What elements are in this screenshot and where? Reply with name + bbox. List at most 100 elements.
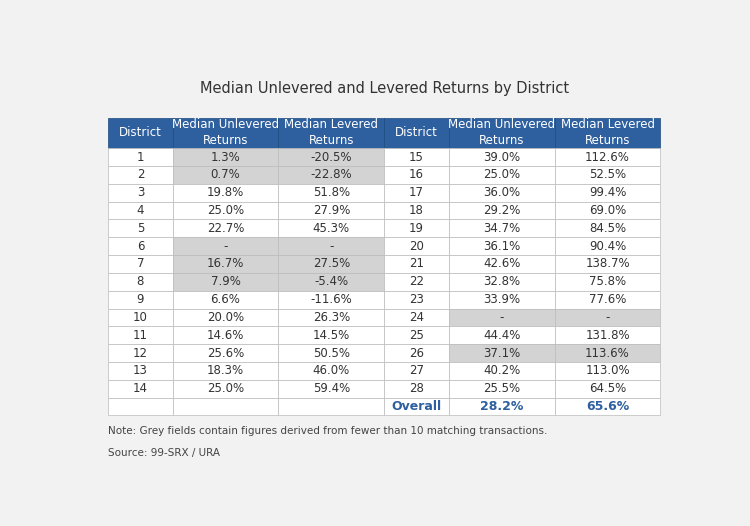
Bar — [384, 309, 448, 326]
Text: 18: 18 — [409, 204, 424, 217]
Text: 99.4%: 99.4% — [589, 186, 626, 199]
Text: 0.7%: 0.7% — [211, 168, 241, 181]
Text: -: - — [224, 240, 228, 252]
Bar — [448, 291, 554, 309]
Text: Median Unlevered
Returns: Median Unlevered Returns — [448, 118, 555, 147]
Bar — [554, 273, 661, 291]
Bar — [278, 219, 384, 237]
Text: 65.6%: 65.6% — [586, 400, 629, 413]
Bar — [172, 344, 278, 362]
Bar — [172, 184, 278, 201]
Bar — [108, 398, 172, 416]
Text: -22.8%: -22.8% — [310, 168, 352, 181]
Text: -: - — [500, 311, 504, 324]
Text: 14.5%: 14.5% — [313, 329, 350, 342]
Bar — [554, 118, 661, 148]
Text: 37.1%: 37.1% — [483, 347, 520, 360]
Bar — [172, 309, 278, 326]
Bar — [384, 273, 448, 291]
Text: Note: Grey fields contain figures derived from fewer than 10 matching transactio: Note: Grey fields contain figures derive… — [108, 426, 548, 436]
Text: 28.2%: 28.2% — [480, 400, 524, 413]
Text: Median Levered
Returns: Median Levered Returns — [560, 118, 655, 147]
Bar — [384, 118, 448, 148]
Bar — [278, 201, 384, 219]
Text: 17: 17 — [409, 186, 424, 199]
Bar — [448, 118, 554, 148]
Text: -20.5%: -20.5% — [310, 150, 352, 164]
Bar — [172, 291, 278, 309]
Bar — [108, 362, 172, 380]
Text: 25.0%: 25.0% — [207, 382, 244, 395]
Text: 64.5%: 64.5% — [589, 382, 626, 395]
Bar — [448, 184, 554, 201]
Bar — [172, 255, 278, 273]
Bar — [172, 166, 278, 184]
Bar — [108, 148, 172, 166]
Bar — [554, 184, 661, 201]
Text: 25.6%: 25.6% — [207, 347, 245, 360]
Text: 16.7%: 16.7% — [207, 257, 245, 270]
Bar — [172, 148, 278, 166]
Bar — [448, 148, 554, 166]
Bar — [278, 344, 384, 362]
Bar — [108, 380, 172, 398]
Text: 19.8%: 19.8% — [207, 186, 245, 199]
Bar — [384, 201, 448, 219]
Bar — [448, 255, 554, 273]
Bar — [554, 166, 661, 184]
Text: 44.4%: 44.4% — [483, 329, 520, 342]
Text: 25.5%: 25.5% — [483, 382, 520, 395]
Text: -: - — [329, 240, 334, 252]
Text: 27.9%: 27.9% — [313, 204, 350, 217]
Text: 27: 27 — [409, 365, 424, 378]
Text: 8: 8 — [136, 275, 144, 288]
Bar — [554, 326, 661, 344]
Bar — [278, 255, 384, 273]
Text: Source: 99-SRX / URA: Source: 99-SRX / URA — [108, 448, 220, 458]
Text: 39.0%: 39.0% — [483, 150, 520, 164]
Bar — [108, 326, 172, 344]
Bar — [384, 255, 448, 273]
Text: 11: 11 — [133, 329, 148, 342]
Bar — [278, 309, 384, 326]
Text: 18.3%: 18.3% — [207, 365, 244, 378]
Text: 32.8%: 32.8% — [483, 275, 520, 288]
Text: 6: 6 — [136, 240, 144, 252]
Bar — [384, 398, 448, 416]
Bar — [554, 362, 661, 380]
Bar — [384, 344, 448, 362]
Text: Median Levered
Returns: Median Levered Returns — [284, 118, 379, 147]
Text: 14: 14 — [133, 382, 148, 395]
Text: 25: 25 — [409, 329, 424, 342]
Text: 50.5%: 50.5% — [313, 347, 350, 360]
Text: 36.0%: 36.0% — [483, 186, 520, 199]
Bar — [108, 255, 172, 273]
Bar — [554, 255, 661, 273]
Bar — [384, 148, 448, 166]
Text: 9: 9 — [136, 293, 144, 306]
Text: 28: 28 — [409, 382, 424, 395]
Bar — [108, 201, 172, 219]
Text: -5.4%: -5.4% — [314, 275, 349, 288]
Text: District: District — [119, 126, 162, 139]
Bar — [384, 184, 448, 201]
Text: 112.6%: 112.6% — [585, 150, 630, 164]
Bar — [172, 398, 278, 416]
Text: 26: 26 — [409, 347, 424, 360]
Text: 20.0%: 20.0% — [207, 311, 244, 324]
Text: 6.6%: 6.6% — [211, 293, 241, 306]
Text: 36.1%: 36.1% — [483, 240, 520, 252]
Bar — [384, 237, 448, 255]
Bar — [278, 166, 384, 184]
Text: 138.7%: 138.7% — [585, 257, 630, 270]
Bar — [172, 326, 278, 344]
Text: Median Unlevered
Returns: Median Unlevered Returns — [172, 118, 279, 147]
Bar — [108, 219, 172, 237]
Text: 10: 10 — [133, 311, 148, 324]
Bar — [108, 237, 172, 255]
Bar — [448, 398, 554, 416]
Bar — [448, 380, 554, 398]
Bar — [278, 398, 384, 416]
Text: 26.3%: 26.3% — [313, 311, 350, 324]
Bar — [554, 219, 661, 237]
